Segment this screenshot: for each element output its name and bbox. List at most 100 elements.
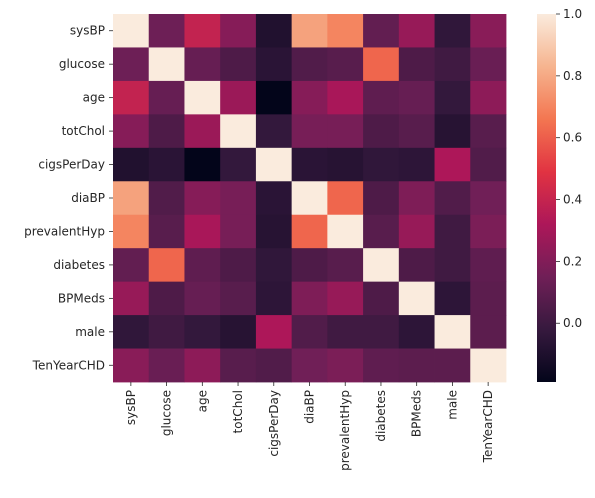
- heatmap-cell-glucose-totChol: [220, 47, 257, 82]
- heatmap-cell-prevalentHyp-prevalentHyp: [327, 214, 364, 249]
- y-tick-label: TenYearCHD: [32, 358, 105, 372]
- heatmap-cell-totChol-diaBP: [291, 114, 328, 149]
- y-tick-label: cigsPerDay: [38, 158, 105, 172]
- heatmap-cell-age-diaBP: [291, 80, 328, 115]
- heatmap-cell-TenYearCHD-sysBP: [113, 348, 150, 383]
- heatmap-cell-sysBP-totChol: [220, 14, 257, 48]
- heatmap-cell-cigsPerDay-prevalentHyp: [327, 147, 364, 182]
- heatmap-cell-prevalentHyp-glucose: [148, 214, 185, 249]
- heatmap-cell-male-totChol: [220, 315, 257, 349]
- heatmap-cell-totChol-BPMeds: [398, 114, 435, 149]
- heatmap-cell-prevalentHyp-totChol: [220, 214, 257, 249]
- heatmap-cell-diabetes-prevalentHyp: [327, 248, 364, 283]
- heatmap-cell-BPMeds-prevalentHyp: [327, 281, 364, 316]
- heatmap-cell-prevalentHyp-TenYearCHD: [470, 214, 507, 249]
- heatmap-cell-BPMeds-cigsPerDay: [255, 281, 293, 316]
- heatmap-cell-age-cigsPerDay: [255, 80, 293, 115]
- x-tick-label: totChol: [231, 390, 245, 433]
- heatmap-cell-glucose-TenYearCHD: [470, 47, 507, 82]
- heatmap-cell-sysBP-glucose: [148, 14, 185, 48]
- heatmap-cell-BPMeds-diaBP: [291, 281, 328, 316]
- heatmap-cell-age-BPMeds: [398, 80, 435, 115]
- heatmap-cell-prevalentHyp-diaBP: [291, 214, 328, 249]
- y-tick-label: glucose: [59, 57, 105, 71]
- heatmap-cell-male-BPMeds: [398, 315, 435, 349]
- heatmap-cell-BPMeds-glucose: [148, 281, 185, 316]
- x-tick-label: sysBP: [124, 390, 138, 425]
- heatmap-cell-glucose-male: [434, 47, 471, 82]
- x-tick-label: BPMeds: [410, 390, 424, 437]
- x-tick-label: diaBP: [303, 390, 317, 424]
- colorbar-ticks: 0.0 0.2 0.4 0.6 0.8 1.0: [556, 7, 582, 330]
- heatmap-cell-totChol-glucose: [148, 114, 185, 149]
- heatmap-cell-BPMeds-age: [184, 281, 221, 316]
- heatmap-cell-male-age: [184, 315, 221, 349]
- heatmap-cell-totChol-male: [434, 114, 471, 149]
- heatmap-cell-diaBP-diabetes: [363, 181, 400, 216]
- heatmap-cell-male-glucose: [148, 315, 185, 349]
- y-tick-label: diabetes: [53, 258, 105, 272]
- colorbar-tick-label: 0.8: [563, 69, 582, 83]
- y-tick-label: male: [75, 325, 105, 339]
- heatmap-cell-glucose-sysBP: [113, 47, 150, 82]
- heatmap-cell-cigsPerDay-age: [184, 147, 221, 182]
- heatmap-cell-diabetes-diaBP: [291, 248, 328, 283]
- colorbar-tick-label: 0.2: [563, 254, 582, 268]
- heatmap-cell-TenYearCHD-BPMeds: [398, 348, 435, 383]
- heatmap-cell-totChol-diabetes: [363, 114, 400, 149]
- heatmap-cell-diabetes-age: [184, 248, 221, 283]
- heatmap-cell-age-diabetes: [363, 80, 400, 115]
- heatmap-cell-age-male: [434, 80, 471, 115]
- heatmap-cell-cigsPerDay-sysBP: [113, 147, 150, 182]
- heatmap-cell-TenYearCHD-age: [184, 348, 221, 383]
- heatmap-cell-prevalentHyp-BPMeds: [398, 214, 435, 249]
- heatmap-cell-diabetes-male: [434, 248, 471, 283]
- heatmap-cells: [113, 14, 507, 383]
- heatmap-cell-prevalentHyp-age: [184, 214, 221, 249]
- heatmap-cell-sysBP-age: [184, 14, 221, 48]
- heatmap-cell-sysBP-BPMeds: [398, 14, 435, 48]
- heatmap-cell-age-prevalentHyp: [327, 80, 364, 115]
- heatmap-cell-age-age: [184, 80, 221, 115]
- heatmap-cell-totChol-age: [184, 114, 221, 149]
- x-tick-label: TenYearCHD: [481, 390, 495, 463]
- heatmap-cell-glucose-BPMeds: [398, 47, 435, 82]
- heatmap-cell-male-diaBP: [291, 315, 328, 349]
- heatmap-cell-prevalentHyp-male: [434, 214, 471, 249]
- heatmap-cell-TenYearCHD-diabetes: [363, 348, 400, 383]
- heatmap-cell-cigsPerDay-BPMeds: [398, 147, 435, 182]
- x-tick-label: prevalentHyp: [338, 390, 352, 471]
- heatmap-cell-cigsPerDay-diaBP: [291, 147, 328, 182]
- y-axis-tick-labels: sysBP glucose age totChol cigsPerDay diaBP pre…: [24, 24, 113, 372]
- heatmap-cell-totChol-cigsPerDay: [255, 114, 293, 149]
- x-tick-label: male: [445, 390, 459, 420]
- heatmap-cell-diabetes-sysBP: [113, 248, 150, 283]
- heatmap-cell-sysBP-diabetes: [363, 14, 400, 48]
- y-tick-label: sysBP: [70, 24, 105, 38]
- heatmap-cell-cigsPerDay-glucose: [148, 147, 185, 182]
- heatmap-cell-sysBP-cigsPerDay: [255, 14, 293, 48]
- heatmap-cell-totChol-sysBP: [113, 114, 150, 149]
- heatmap-cell-TenYearCHD-male: [434, 348, 471, 383]
- heatmap-cell-cigsPerDay-cigsPerDay: [255, 147, 293, 182]
- heatmap-cell-sysBP-prevalentHyp: [327, 14, 364, 48]
- heatmap-cell-cigsPerDay-totChol: [220, 147, 257, 182]
- y-tick-label: age: [83, 91, 105, 105]
- heatmap-cell-prevalentHyp-cigsPerDay: [255, 214, 293, 249]
- heatmap-cell-diabetes-cigsPerDay: [255, 248, 293, 283]
- heatmap-cell-male-sysBP: [113, 315, 150, 349]
- x-axis-tick-labels: sysBP glucose age totChol cigsPerDay diaBP pre…: [124, 382, 495, 471]
- heatmap-cell-diaBP-sysBP: [113, 181, 150, 216]
- colorbar: [537, 14, 556, 382]
- heatmap-cell-diaBP-cigsPerDay: [255, 181, 293, 216]
- heatmap-cell-diabetes-BPMeds: [398, 248, 435, 283]
- x-tick-label: glucose: [160, 390, 174, 436]
- heatmap-cell-BPMeds-BPMeds: [398, 281, 435, 316]
- y-tick-label: diaBP: [71, 191, 105, 205]
- heatmap-cell-totChol-TenYearCHD: [470, 114, 507, 149]
- heatmap-cell-TenYearCHD-TenYearCHD: [470, 348, 507, 383]
- heatmap-cell-diabetes-glucose: [148, 248, 185, 283]
- heatmap-cell-sysBP-male: [434, 14, 471, 48]
- heatmap-cell-cigsPerDay-TenYearCHD: [470, 147, 507, 182]
